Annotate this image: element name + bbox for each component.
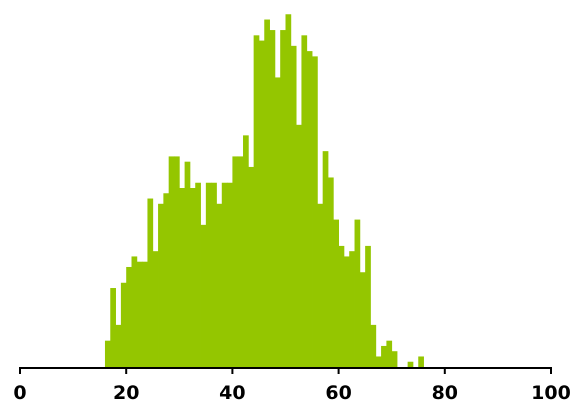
histogram-bar [322, 151, 329, 367]
histogram-bar [227, 182, 233, 367]
histogram-bar [381, 345, 387, 367]
histogram-bar [232, 156, 239, 367]
histogram-bar [168, 156, 175, 367]
histogram-bar [205, 182, 212, 367]
histogram-bar [195, 182, 201, 367]
histogram-bar [280, 30, 286, 368]
histogram-bar [253, 35, 260, 367]
histogram-bar [391, 351, 398, 367]
histogram-bar [290, 45, 297, 367]
histogram-bar [179, 188, 186, 367]
histogram-bar [120, 282, 127, 367]
histogram-bar [147, 198, 154, 367]
histogram-bar [152, 251, 159, 367]
histogram-bar [216, 203, 223, 367]
histogram-bar [221, 182, 228, 367]
histogram-bar [312, 56, 318, 367]
histogram-bar [131, 256, 138, 367]
histogram-bar [285, 14, 292, 367]
histogram-bar [264, 19, 270, 368]
histogram-bar [104, 340, 111, 367]
histogram-bar [258, 40, 265, 368]
histogram-bar [407, 361, 414, 367]
histogram-bar [110, 288, 116, 367]
histogram-bar [327, 177, 334, 367]
x-tick-label: 80 [432, 382, 458, 404]
histogram-bar [418, 356, 424, 367]
bars-group [104, 14, 424, 368]
histogram-bar [136, 261, 143, 367]
histogram-bar [237, 156, 244, 367]
histogram-bar [333, 219, 339, 367]
histogram-bar [274, 77, 281, 367]
x-tick-label: 100 [531, 382, 571, 404]
histogram-bar [126, 266, 132, 367]
x-tick-label: 40 [219, 382, 245, 404]
histogram-bar [306, 51, 313, 368]
x-tick-label: 20 [113, 382, 139, 404]
histogram-bar [142, 261, 148, 367]
x-axis-ticks: 0 20 40 60 80 100 [13, 368, 571, 404]
histogram-bar [301, 35, 308, 367]
histogram-bar [211, 182, 217, 367]
x-tick-label: 0 [13, 382, 26, 404]
histogram-bar [349, 251, 355, 367]
histogram-bar [248, 166, 255, 367]
histogram-bar [338, 245, 345, 367]
histogram-bar [173, 156, 180, 367]
histogram-bar [158, 203, 164, 367]
x-tick-label: 60 [325, 382, 351, 404]
histogram-bar [115, 324, 122, 367]
histogram-bar [359, 272, 366, 367]
histogram-bar [365, 245, 371, 367]
histogram-bar [354, 219, 361, 367]
histogram-bar [184, 161, 191, 367]
histogram-bar [375, 356, 382, 367]
histogram-bar [269, 30, 276, 368]
histogram-bar [370, 324, 377, 367]
histogram-bar [189, 188, 196, 367]
histogram-bar [163, 193, 170, 367]
histogram-bar [243, 135, 249, 367]
histogram-bar [200, 224, 207, 367]
histogram-bar [317, 203, 324, 367]
histogram-bar [296, 124, 302, 367]
histogram-bar [343, 256, 350, 367]
histogram-bar [386, 340, 393, 367]
